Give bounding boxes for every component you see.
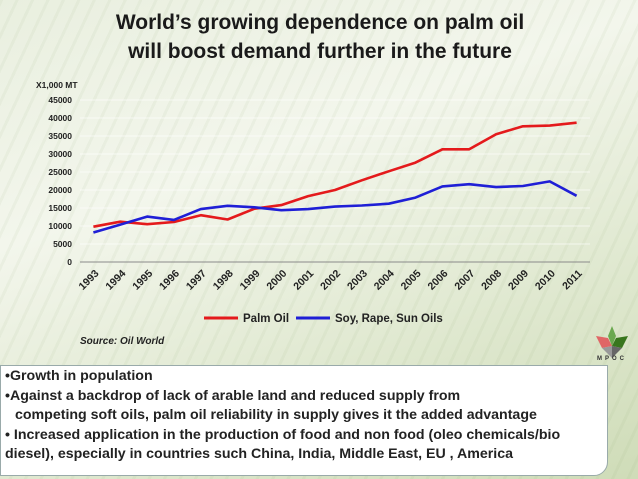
x-tick-label: 2005 [399, 268, 424, 293]
note-item: diesel), especially in countries such Ch… [5, 446, 514, 462]
y-tick-label: 0 [67, 257, 72, 267]
x-tick-labels: 1993 1994 1995 1996 1997 1998 1999 2000 2001 2002… [77, 268, 585, 293]
x-tick-label: 1994 [103, 268, 128, 293]
gridlines [80, 99, 590, 263]
x-tick-label: 2002 [318, 268, 343, 293]
note-item: • Increased application in the productio… [5, 426, 561, 443]
y-unit-label: X1,000 MT [36, 80, 78, 90]
x-tick-label: 1995 [130, 268, 155, 293]
legend-label-palm-oil: Palm Oil [243, 313, 289, 325]
series-lines [93, 121, 578, 234]
x-tick-label: 1998 [211, 268, 236, 293]
note-item: competing soft oils, palm oil reliabilit… [15, 407, 537, 423]
legend-label-soy-rape-sun: Soy, Rape, Sun Oils [335, 313, 443, 325]
source-label: Source: Oil World [80, 336, 165, 347]
x-tick-label: 2008 [479, 268, 504, 293]
chart-title: World’s growing dependence on palm oil w… [40, 8, 600, 66]
notes-box: •Growth in population •Against a backdro… [0, 365, 608, 476]
x-tick-label: 2010 [533, 268, 558, 293]
x-tick-label: 2000 [264, 268, 289, 293]
title-line-1: World’s growing dependence on palm oil [115, 11, 525, 34]
note-item: •Against a backdrop of lack of arable la… [5, 387, 461, 404]
y-tick-labels: 0 5000 10000 15000 20000 25000 30000 35000 40000… [48, 95, 72, 267]
series-line-soy-rape-sun [93, 180, 578, 234]
y-tick-label: 5000 [53, 239, 72, 249]
logo-text: MPOC [597, 356, 627, 362]
y-tick-label: 10000 [48, 221, 72, 231]
note-item: •Growth in population [5, 368, 153, 384]
line-chart: X1,000 MT 0 5000 10000 15000 20000 25000 30000… [36, 80, 590, 347]
y-tick-label: 45000 [48, 95, 72, 105]
x-tick-label: 2001 [291, 268, 316, 293]
y-tick-label: 35000 [48, 131, 72, 141]
x-tick-label: 2007 [452, 268, 477, 293]
x-tick-label: 1996 [157, 268, 182, 293]
x-tick-label: 2011 [560, 268, 585, 293]
y-tick-label: 20000 [48, 185, 72, 195]
x-tick-label: 2004 [372, 268, 397, 293]
x-tick-label: 2009 [506, 268, 531, 293]
y-tick-label: 40000 [48, 113, 72, 123]
y-tick-label: 15000 [48, 203, 72, 213]
x-tick-label: 1993 [77, 268, 102, 293]
legend: Palm Oil Soy, Rape, Sun Oils [204, 313, 443, 325]
x-tick-label: 1997 [184, 268, 209, 293]
series-line-palm-oil [93, 121, 577, 228]
x-tick-label: 2003 [345, 268, 370, 293]
y-tick-label: 25000 [48, 167, 72, 177]
x-tick-label: 1999 [238, 268, 263, 293]
y-tick-label: 30000 [48, 149, 72, 159]
x-tick-label: 2006 [425, 268, 450, 293]
mpoc-logo-icon [596, 326, 628, 358]
title-line-2: will boost demand further in the future [128, 40, 512, 63]
